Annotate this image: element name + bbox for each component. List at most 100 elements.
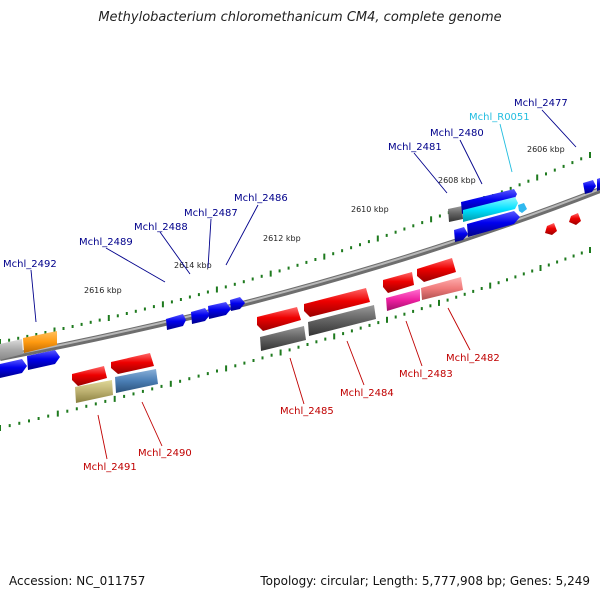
minor-tick — [270, 353, 273, 357]
gene-arrow[interactable] — [0, 339, 23, 360]
gene-arrow[interactable] — [421, 277, 463, 300]
minor-tick — [562, 164, 565, 168]
gene-arrow[interactable] — [230, 297, 245, 311]
major-tick — [113, 395, 116, 402]
forward-genes — [0, 178, 600, 378]
minor-tick — [472, 289, 475, 293]
leader-line — [207, 218, 212, 269]
minor-tick — [85, 404, 88, 408]
gene-label[interactable]: Mchl_R0051 — [469, 112, 530, 123]
kbp-label: 2610 kbp — [351, 205, 389, 214]
minor-tick — [197, 293, 200, 297]
gene-arrow[interactable] — [115, 369, 158, 393]
minor-tick — [368, 323, 371, 327]
minor-tick — [509, 186, 512, 190]
minor-tick — [188, 377, 191, 381]
minor-tick — [197, 374, 200, 378]
gene-arrow[interactable] — [166, 314, 186, 330]
major-tick — [589, 247, 591, 253]
gene-label[interactable]: Mchl_2491 — [83, 462, 137, 473]
gene-label[interactable]: Mchl_2484 — [340, 388, 394, 399]
gene-labels: Mchl_2477 Mchl_R0051 Mchl_2480 Mchl_2481… — [3, 98, 568, 473]
gene-arrow[interactable] — [448, 206, 463, 222]
minor-tick — [572, 254, 575, 258]
gene-arrow[interactable] — [597, 178, 600, 191]
major-tick — [539, 265, 542, 271]
minor-tick — [412, 224, 415, 228]
minor-tick — [134, 309, 137, 313]
gene-arrow[interactable] — [75, 380, 113, 403]
gene-label[interactable]: Mchl_2477 — [514, 98, 568, 109]
minor-tick — [206, 372, 209, 376]
gene-label[interactable]: Mchl_2492 — [3, 259, 57, 270]
gene-arrow[interactable] — [467, 211, 520, 237]
gene-arrow[interactable] — [583, 180, 596, 194]
minor-tick — [429, 304, 432, 308]
leader-line — [405, 320, 423, 367]
gene-label[interactable]: Mchl_2483 — [399, 369, 453, 380]
gene-label[interactable]: Mchl_2488 — [134, 222, 188, 233]
major-tick — [279, 349, 282, 356]
gene-label[interactable]: Mchl_2482 — [446, 353, 500, 364]
gene-arrow[interactable] — [417, 258, 456, 282]
gene-arrow[interactable] — [383, 272, 414, 293]
gene-arrow[interactable] — [308, 305, 376, 336]
minor-tick — [278, 269, 281, 273]
minor-tick — [28, 419, 30, 423]
gene-arrow[interactable] — [257, 307, 301, 331]
minor-tick — [98, 318, 101, 322]
gene-label[interactable]: Mchl_2485 — [280, 406, 334, 417]
gene-arrow[interactable] — [304, 288, 370, 317]
gene-label[interactable]: Mchl_2481 — [388, 142, 442, 153]
minor-tick — [287, 266, 290, 270]
minor-tick — [314, 258, 317, 261]
gene-arrow[interactable] — [27, 350, 60, 370]
gene-arrow[interactable] — [545, 223, 557, 235]
minor-tick — [497, 281, 500, 285]
gene-arrow[interactable] — [208, 302, 231, 319]
gene-label[interactable]: Mchl_2490 — [138, 448, 192, 459]
minor-tick — [518, 183, 521, 187]
minor-tick — [224, 285, 227, 289]
gene-arrow[interactable] — [260, 326, 306, 351]
minor-tick — [44, 331, 47, 334]
minor-tick — [80, 322, 83, 326]
gene-label[interactable]: Mchl_2480 — [430, 128, 484, 139]
minor-tick — [564, 257, 567, 261]
gene-arrow[interactable] — [72, 366, 107, 386]
gene-label[interactable]: Mchl_2487 — [184, 208, 238, 219]
gene-arrow[interactable] — [518, 203, 527, 213]
gene-label[interactable]: Mchl_2486 — [234, 193, 288, 204]
gene-arrow[interactable] — [454, 227, 468, 242]
minor-tick — [47, 414, 50, 418]
gene-arrow[interactable] — [111, 353, 154, 374]
leader-line — [459, 139, 483, 185]
minor-tick — [37, 417, 40, 420]
gene-arrow[interactable] — [386, 289, 420, 311]
minor-tick — [123, 394, 126, 398]
minor-tick — [242, 280, 245, 284]
gene-arrow[interactable] — [569, 213, 581, 225]
minor-tick — [89, 320, 92, 324]
minor-tick — [385, 233, 388, 237]
major-tick — [107, 315, 110, 321]
minor-tick — [233, 282, 236, 286]
minor-tick — [394, 315, 397, 319]
gene-label[interactable]: Mchl_2489 — [79, 237, 133, 248]
gene-arrow[interactable] — [191, 308, 210, 324]
minor-tick — [104, 399, 107, 403]
minor-tick — [151, 387, 154, 391]
gene-arrow[interactable] — [0, 359, 27, 378]
minor-tick — [545, 172, 547, 176]
leader-line — [141, 401, 163, 447]
minor-tick — [8, 424, 11, 428]
gene-arrow[interactable] — [23, 331, 57, 353]
minor-tick — [463, 292, 466, 296]
minor-tick — [132, 392, 135, 396]
minor-tick — [206, 290, 209, 294]
kbp-label: 2616 kbp — [84, 286, 122, 295]
minor-tick — [341, 249, 344, 253]
leader-line — [97, 414, 108, 460]
major-tick — [536, 174, 539, 181]
gene-arrow[interactable] — [463, 197, 518, 222]
